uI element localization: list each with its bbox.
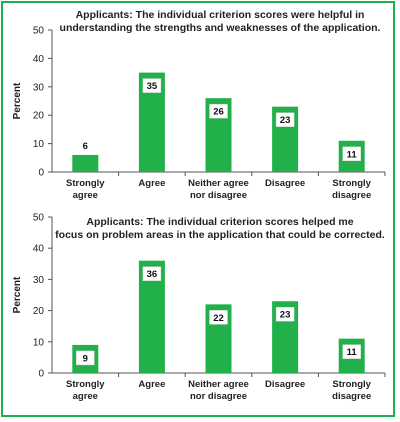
y-tick-label: 50 xyxy=(33,213,45,224)
y-tick-label: 30 xyxy=(33,82,45,93)
chart-title-line: focus on problem areas in the applicatio… xyxy=(55,229,385,241)
chart-2: Applicants: The individual criterion sco… xyxy=(12,213,386,402)
chart-title-line: Applicants: The individual criterion sco… xyxy=(76,9,365,21)
category-label: Disagree xyxy=(265,379,305,390)
y-tick-label: 20 xyxy=(33,306,45,317)
category-label: Strongly xyxy=(332,178,371,189)
y-tick-label: 40 xyxy=(33,244,45,255)
y-tick-label: 10 xyxy=(33,337,45,348)
category-label: agree xyxy=(73,190,98,201)
data-label-box xyxy=(142,266,162,281)
bar xyxy=(72,154,99,172)
chart-title-line: understanding the strengths and weakness… xyxy=(60,22,381,34)
data-label: 11 xyxy=(347,149,358,160)
data-label-box xyxy=(142,78,162,93)
category-label: nor disagree xyxy=(190,190,247,201)
data-label: 36 xyxy=(147,269,158,280)
category-label: Neither agree xyxy=(188,379,249,390)
y-axis-label: Percent xyxy=(12,82,23,119)
data-label-box xyxy=(342,146,361,162)
data-label: 23 xyxy=(280,310,291,321)
data-label: 23 xyxy=(280,115,291,126)
data-label-box xyxy=(209,103,228,119)
y-axis-label: Percent xyxy=(12,276,23,313)
y-tick-label: 30 xyxy=(33,275,45,286)
y-tick-label: 50 xyxy=(33,26,45,37)
category-label: disagree xyxy=(332,190,371,201)
data-label: 9 xyxy=(83,353,88,364)
y-tick-label: 20 xyxy=(33,111,45,122)
category-label: Strongly xyxy=(66,178,105,189)
category-label: Strongly xyxy=(332,379,371,390)
data-label: 26 xyxy=(213,107,224,118)
y-tick-label: 10 xyxy=(33,139,45,150)
data-label-box xyxy=(209,310,228,325)
data-label: 6 xyxy=(83,141,88,152)
chart-1: Applicants: The individual criterion sco… xyxy=(12,9,386,201)
data-label-box xyxy=(275,306,295,322)
data-label: 11 xyxy=(347,347,358,358)
category-label: nor disagree xyxy=(190,391,247,402)
category-label: disagree xyxy=(332,391,371,402)
y-tick-label: 0 xyxy=(38,168,44,179)
category-label: Strongly xyxy=(66,379,105,390)
chart-title-line: Applicants: The individual criterion sco… xyxy=(86,216,353,228)
category-label: Disagree xyxy=(265,178,305,189)
data-label-box xyxy=(275,112,295,127)
category-label: Agree xyxy=(138,379,165,390)
data-label: 35 xyxy=(147,81,158,92)
category-label: Neither agree xyxy=(188,178,249,189)
category-label: agree xyxy=(73,391,98,402)
y-tick-label: 40 xyxy=(33,54,45,65)
y-tick-label: 0 xyxy=(38,369,44,380)
chart-frame xyxy=(1,1,395,417)
data-label-box xyxy=(76,350,95,366)
data-label: 22 xyxy=(213,313,224,324)
data-label-box xyxy=(342,344,361,359)
category-label: Agree xyxy=(138,178,165,189)
